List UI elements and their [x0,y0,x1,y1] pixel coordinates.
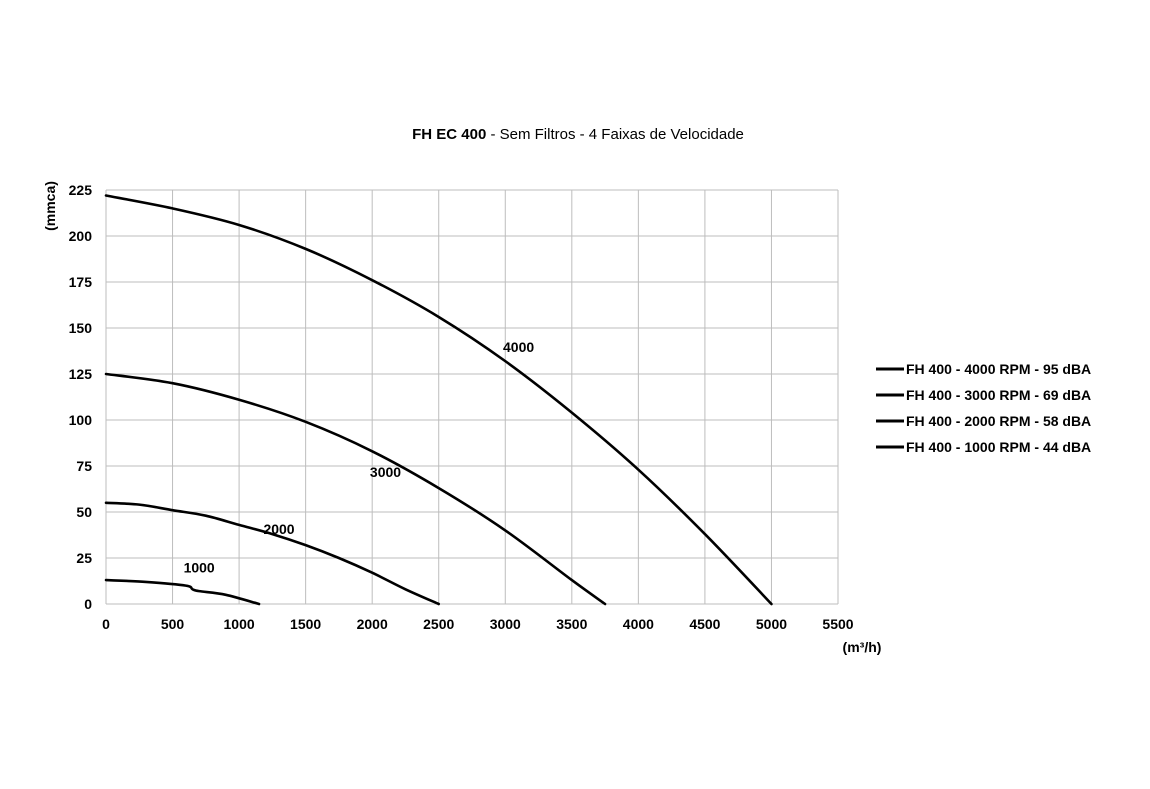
y-axis-ticks: 0 25 50 75 100 125 150 175 200 225 [69,182,93,612]
curve-4000-rpm [104,194,773,606]
curve-label-4000: 4000 [503,339,534,355]
grid [105,189,839,605]
x-tick-label: 0 [102,616,110,632]
x-tick-label: 5000 [756,616,787,632]
legend-entry: FH 400 - 2000 RPM - 58 dBA [906,413,1091,429]
x-tick-label: 3000 [490,616,521,632]
x-tick-label: 4500 [689,616,720,632]
legend: FH 400 - 4000 RPM - 95 dBA FH 400 - 3000 … [876,361,1091,455]
y-tick-label: 25 [76,550,92,566]
curve-label-3000: 3000 [370,464,401,480]
chart-title: FH EC 400 - Sem Filtros - 4 Faixas de Ve… [412,126,744,143]
curve-1000-rpm [104,578,261,606]
x-tick-label: 500 [161,616,185,632]
x-tick-label: 1000 [224,616,255,632]
y-tick-label: 50 [76,504,92,520]
x-tick-label: 1500 [290,616,321,632]
x-tick-label: 4000 [623,616,654,632]
legend-entry: FH 400 - 4000 RPM - 95 dBA [906,361,1091,377]
curves [104,194,773,606]
x-tick-label: 3500 [556,616,587,632]
x-axis-title: (m³/h) [843,639,882,655]
y-tick-label: 125 [69,366,93,382]
legend-entry: FH 400 - 1000 RPM - 44 dBA [906,439,1091,455]
y-tick-label: 200 [69,228,93,244]
x-tick-label: 2500 [423,616,454,632]
x-tick-label: 2000 [357,616,388,632]
y-axis-title: (mmca) [42,181,58,231]
y-tick-label: 175 [69,274,93,290]
curve-label-1000: 1000 [184,560,215,576]
y-tick-label: 0 [84,596,92,612]
curve-label-2000: 2000 [263,521,294,537]
legend-entry: FH 400 - 3000 RPM - 69 dBA [906,387,1091,403]
chart-title-bold: FH EC 400 [412,126,486,143]
chart-title-rest: - Sem Filtros - 4 Faixas de Velocidade [486,126,744,143]
x-tick-label: 5500 [822,616,853,632]
y-tick-label: 150 [69,320,93,336]
x-axis-ticks: 0 500 1000 1500 2000 2500 3000 3500 4000 4500 5000… [102,616,854,632]
y-tick-label: 225 [69,182,93,198]
y-tick-label: 75 [76,458,92,474]
y-tick-label: 100 [69,412,93,428]
curve-2000-rpm [104,501,441,606]
curve-3000-rpm [104,372,607,606]
curve-labels: 4000 3000 2000 1000 [184,339,535,576]
